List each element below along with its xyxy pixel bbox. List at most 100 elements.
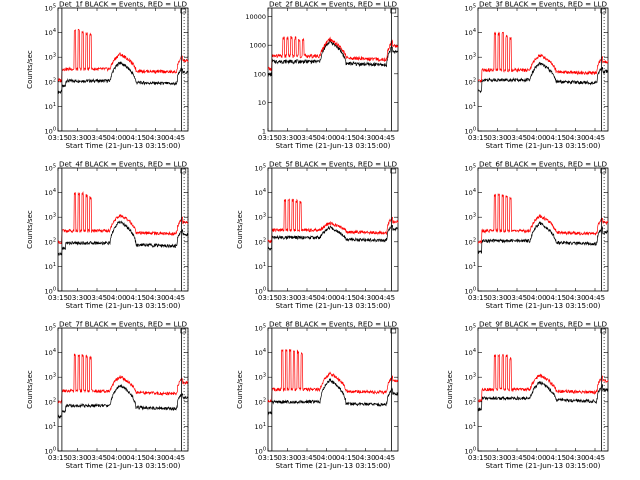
x-tick-label: 03:30 (67, 454, 87, 462)
y-tick-label: 105 (45, 164, 56, 173)
y-tick-label: 103 (45, 373, 56, 382)
x-tick-label: 03:45 (87, 454, 107, 462)
x-tick-label: 03:15 (258, 134, 278, 142)
x-axis-label: Start Time (21-Jun-13 03:15:00) (485, 461, 600, 470)
y-tick-label: 101 (465, 422, 476, 431)
y-tick-label: 100 (45, 127, 56, 136)
marker-square (180, 168, 187, 174)
x-tick-label: 04:30 (145, 454, 165, 462)
x-tick-label: 04:00 (316, 294, 336, 302)
y-tick-label: 10000 (245, 13, 266, 21)
x-tick-label: 04:45 (165, 134, 185, 142)
x-tick-label: 03:45 (87, 294, 107, 302)
events-series-line (57, 61, 189, 95)
x-tick-label: 04:00 (106, 294, 126, 302)
x-tick-label: 04:30 (565, 134, 585, 142)
y-tick-label: 104 (255, 188, 266, 197)
x-tick-label: 03:15 (258, 454, 278, 462)
x-tick-label: 04:45 (585, 134, 605, 142)
y-tick-label: 103 (45, 213, 56, 222)
x-tick-label: 04:15 (336, 134, 356, 142)
panel-title: Det_1f BLACK = Events, RED = LLD (59, 0, 188, 9)
y-tick-label: 102 (465, 77, 476, 86)
x-tick-label: 04:30 (565, 454, 585, 462)
lld-series-line (477, 31, 609, 83)
y-tick-label: 100 (45, 447, 56, 456)
x-tick-label: 03:15 (48, 454, 68, 462)
x-tick-label: 04:30 (565, 294, 585, 302)
x-tick-label: 03:15 (48, 294, 68, 302)
y-tick-label: 102 (465, 237, 476, 246)
y-tick-label: 104 (255, 348, 266, 357)
y-tick-label: 105 (255, 164, 266, 173)
events-series-line (57, 383, 189, 419)
y-tick-label: 105 (465, 164, 476, 173)
y-tick-label: 100 (255, 447, 266, 456)
y-tick-label: 104 (465, 188, 476, 197)
x-axis-label: Start Time (21-Jun-13 03:15:00) (65, 461, 180, 470)
y-tick-label: 100 (254, 70, 266, 78)
y-tick-label: 100 (255, 287, 266, 296)
lld-series-line (57, 353, 189, 405)
y-tick-label: 100 (45, 287, 56, 296)
panel-title: Det_6f BLACK = Events, RED = LLD (479, 160, 608, 169)
y-tick-label: 103 (465, 213, 476, 222)
x-tick-label: 04:15 (336, 454, 356, 462)
x-axis-label: Start Time (21-Jun-13 03:15:00) (65, 301, 180, 310)
panel-title: Det_7f BLACK = Events, RED = LLD (59, 320, 188, 329)
y-axis-label: Counts/sec (26, 370, 34, 409)
y-axis-label: Counts/sec (26, 210, 34, 249)
y-tick-label: 100 (465, 127, 476, 136)
events-series-line (477, 380, 609, 412)
panel-title: Det_3f BLACK = Events, RED = LLD (479, 0, 608, 9)
y-tick-label: 105 (255, 324, 266, 333)
x-tick-label: 03:30 (487, 294, 507, 302)
y-tick-label: 101 (45, 422, 56, 431)
x-tick-label: 03:15 (468, 454, 488, 462)
marker-square (390, 168, 397, 174)
x-tick-label: 03:30 (487, 454, 507, 462)
marker-square (390, 8, 397, 14)
x-axis-label: Start Time (21-Jun-13 03:15:00) (275, 141, 390, 150)
y-tick-label: 1 (262, 128, 266, 136)
x-tick-label: 04:15 (126, 134, 146, 142)
plot-frame (267, 7, 399, 132)
x-tick-label: 04:45 (165, 454, 185, 462)
lld-series-line (57, 191, 189, 245)
x-tick-label: 04:45 (585, 294, 605, 302)
events-series-line (477, 61, 609, 94)
x-tick-label: 04:30 (355, 134, 375, 142)
y-tick-label: 101 (255, 262, 266, 271)
x-tick-label: 03:30 (67, 134, 87, 142)
x-tick-label: 03:45 (297, 294, 317, 302)
marker-square (180, 8, 187, 14)
plot-frame (57, 7, 189, 132)
panel-title: Det_2f BLACK = Events, RED = LLD (269, 0, 398, 9)
x-tick-label: 04:45 (375, 454, 395, 462)
y-tick-label: 101 (45, 102, 56, 111)
x-tick-label: 03:15 (258, 294, 278, 302)
x-tick-label: 03:30 (277, 294, 297, 302)
y-tick-label: 105 (45, 324, 56, 333)
x-tick-label: 03:30 (67, 294, 87, 302)
y-tick-label: 102 (465, 397, 476, 406)
y-tick-label: 102 (255, 397, 266, 406)
y-tick-label: 105 (45, 4, 56, 13)
marker-square (600, 328, 607, 334)
events-series-line (267, 224, 399, 251)
x-tick-label: 04:45 (375, 134, 395, 142)
x-tick-label: 03:30 (487, 134, 507, 142)
x-tick-label: 04:15 (336, 294, 356, 302)
lld-series-line (267, 349, 399, 403)
y-tick-label: 102 (45, 77, 56, 86)
marker-square (180, 328, 187, 334)
y-tick-label: 10 (258, 99, 266, 107)
y-axis-label: Counts/sec (236, 210, 244, 249)
x-tick-label: 04:15 (546, 454, 566, 462)
